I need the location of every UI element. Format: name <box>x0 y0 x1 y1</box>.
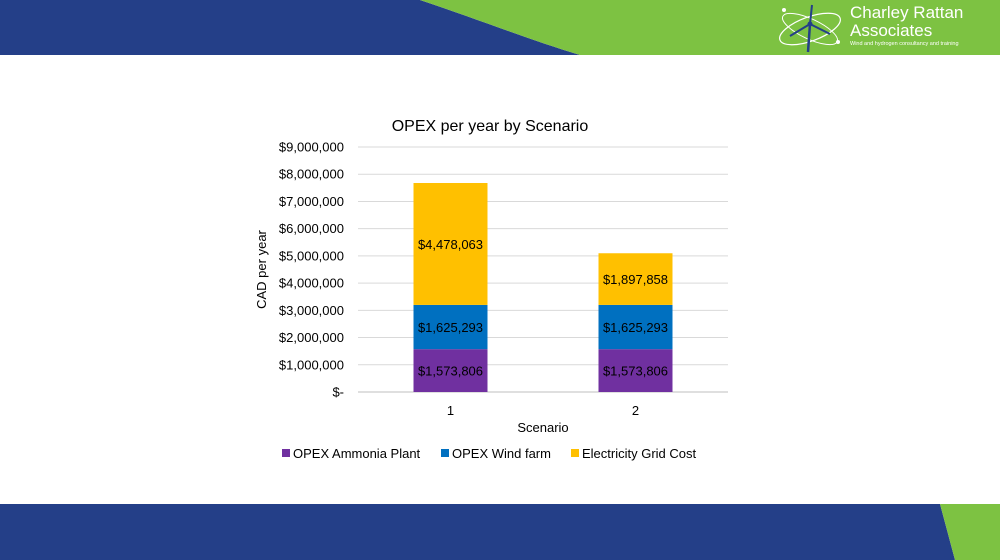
data-label: $1,625,293 <box>603 320 668 335</box>
y-tick-label: $5,000,000 <box>279 248 344 263</box>
top-navy-band <box>0 0 580 55</box>
company-logo: Charley Rattan Associates Wind and hydro… <box>776 2 998 54</box>
y-tick-label: $2,000,000 <box>279 330 344 345</box>
data-label: $1,573,806 <box>603 364 668 379</box>
y-tick-label: $7,000,000 <box>279 194 344 209</box>
legend-label: OPEX Ammonia Plant <box>293 446 421 461</box>
data-label: $4,478,063 <box>418 237 483 252</box>
bottom-green-band <box>940 504 1000 560</box>
legend-swatch <box>571 449 579 457</box>
x-tick-label: 2 <box>632 403 639 418</box>
y-axis-title: CAD per year <box>254 229 269 308</box>
legend-swatch <box>282 449 290 457</box>
legend-swatch <box>441 449 449 457</box>
top-green-band <box>420 0 1000 55</box>
y-tick-label: $9,000,000 <box>279 140 344 155</box>
x-axis-title: Scenario <box>517 420 568 435</box>
y-tick-label: $- <box>332 385 344 400</box>
bar-segment <box>413 349 488 392</box>
company-name-line1: Charley Rattan <box>850 3 964 22</box>
bar-segment <box>598 304 673 350</box>
company-tagline: Wind and hydrogen consultancy and traini… <box>850 41 959 47</box>
y-tick-label: $3,000,000 <box>279 303 344 318</box>
bar-segment <box>598 349 673 392</box>
data-label: $1,897,858 <box>603 272 668 287</box>
legend-label: Electricity Grid Cost <box>582 446 697 461</box>
y-tick-label: $6,000,000 <box>279 221 344 236</box>
y-tick-label: $4,000,000 <box>279 276 344 291</box>
data-label: $1,625,293 <box>418 320 483 335</box>
bar-segment <box>598 253 673 305</box>
y-tick-label: $1,000,000 <box>279 357 344 372</box>
bar-segment <box>413 183 488 305</box>
x-tick-label: 1 <box>447 403 454 418</box>
wind-turbine-logo-icon <box>779 4 841 53</box>
bottom-navy-band <box>0 504 955 560</box>
chart-title: OPEX per year by Scenario <box>392 118 589 135</box>
data-label: $1,573,806 <box>418 364 483 379</box>
bar-segment <box>413 304 488 350</box>
company-name-line2: Associates <box>850 21 933 40</box>
y-tick-label: $8,000,000 <box>279 167 344 182</box>
legend-label: OPEX Wind farm <box>452 446 551 461</box>
